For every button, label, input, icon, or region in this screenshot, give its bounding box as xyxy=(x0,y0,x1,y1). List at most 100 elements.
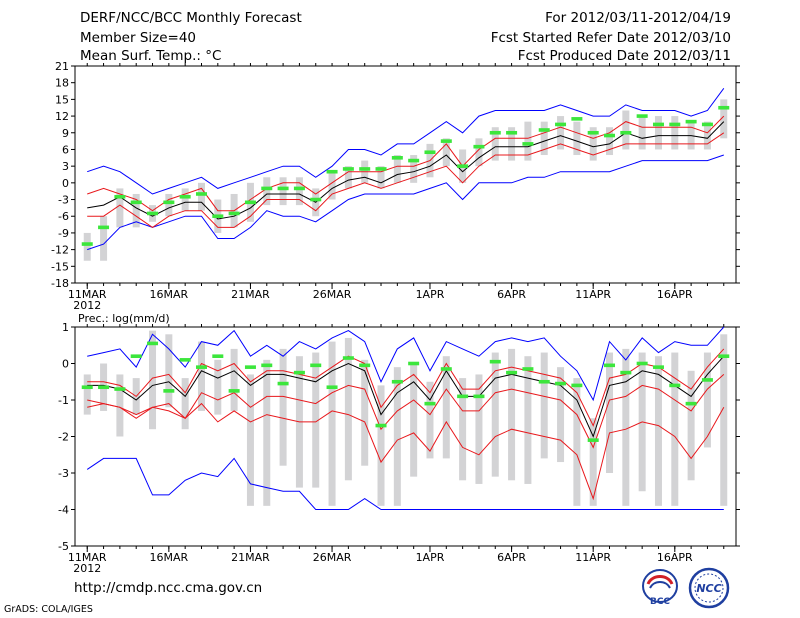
precipitation-panel: -5 -4 -3 -2 -1 0 1 11MAR 16MAR 21MAR 26MAR 1APR 6APR… xyxy=(58,321,740,575)
temp-observed-mark xyxy=(375,167,387,171)
temp-ensemble-box xyxy=(116,188,124,228)
precip-lower-bound-line xyxy=(87,399,725,501)
temp-ensemble-box xyxy=(638,116,646,150)
precip-observed-mark xyxy=(636,361,648,366)
temp-ensemble-mean-line xyxy=(87,121,725,220)
temp-ytick-label: 21 xyxy=(55,60,69,73)
precip-ensemble-box xyxy=(377,385,385,506)
precip-observed-mark xyxy=(620,370,632,375)
precip-ensemble-box xyxy=(83,374,91,415)
precip-ensemble-box xyxy=(426,381,434,459)
temp-xtick-label: 1APR xyxy=(416,288,445,301)
forecast-start-date: Fcst Started Refer Date 2012/03/10 xyxy=(490,30,731,46)
precip-observed-mark xyxy=(130,354,142,358)
ncc-logo: NCC xyxy=(688,567,730,609)
member-size: Member Size=40 xyxy=(80,30,197,46)
temp-ensemble-box xyxy=(703,121,711,150)
precip-observed-mark xyxy=(604,363,616,368)
precip-observed-mark xyxy=(571,383,583,388)
bcc-logo-text: BCC xyxy=(650,597,670,607)
temp-observed-mark xyxy=(604,133,616,138)
temp-xtick-label: 16APR xyxy=(657,288,693,301)
temp-observed-mark xyxy=(571,117,583,121)
precip-ensemble-box xyxy=(328,341,336,506)
temp-observed-mark xyxy=(81,242,93,246)
precip-ensemble-box xyxy=(573,378,581,506)
temp-observed-mark xyxy=(163,200,175,205)
precip-observed-mark xyxy=(391,379,403,384)
precip-year-label: 2012 xyxy=(73,562,101,575)
precip-ensemble-mean-line xyxy=(87,355,725,438)
precip-ensemble-box xyxy=(442,356,450,459)
precip-ensemble-box xyxy=(165,334,173,408)
temp-observed-mark xyxy=(391,156,403,160)
precip-ensemble-box xyxy=(671,352,679,506)
temp-ensemble-box xyxy=(295,177,303,206)
precip-xtick-label: 1APR xyxy=(416,551,445,564)
temp-observed-mark xyxy=(147,211,159,216)
precip-ensemble-box xyxy=(197,341,205,411)
precip-observed-mark xyxy=(310,363,322,368)
temp-observed-mark xyxy=(424,150,436,155)
precip-panel-title: Prec.: log(mm/d) xyxy=(78,312,170,325)
precip-observed-mark xyxy=(718,354,730,358)
temp-ytick-label: -18 xyxy=(51,277,69,290)
precip-ensemble-box xyxy=(622,348,630,506)
precip-lower-envelope-line xyxy=(86,457,724,510)
temp-ensemble-box xyxy=(263,177,271,206)
precip-lower-spread-line xyxy=(87,374,725,449)
temp-ensemble-box xyxy=(279,177,287,206)
temp-ensemble-box xyxy=(589,127,597,161)
temp-ytick-label: -15 xyxy=(51,260,69,273)
precip-ensemble-box xyxy=(230,348,238,411)
temp-observed-mark xyxy=(98,225,110,230)
precip-observed-mark xyxy=(261,363,273,368)
temp-ensemble-box xyxy=(671,116,679,150)
temp-observed-mark xyxy=(277,186,289,191)
precip-observed-mark xyxy=(326,385,338,390)
precip-ensemble-box xyxy=(116,374,124,437)
temp-ensemble-box xyxy=(557,116,565,150)
precip-ensemble-box xyxy=(214,359,222,415)
precip-observed-mark xyxy=(212,354,224,358)
temp-ensemble-box xyxy=(410,155,418,183)
precip-ensemble-box xyxy=(589,418,597,506)
temp-lower-spread-line xyxy=(87,132,725,229)
precip-ensemble-box xyxy=(720,334,728,506)
precip-ytick-label: -3 xyxy=(58,467,69,480)
precip-ensemble-box xyxy=(557,367,565,463)
precip-ensemble-box xyxy=(263,359,271,506)
temp-xtick-label: 6APR xyxy=(497,288,526,301)
precip-observed-mark xyxy=(701,378,713,382)
precip-ensemble-box xyxy=(410,363,418,477)
precip-ensemble-box xyxy=(459,378,467,481)
precip-ensemble-box xyxy=(279,348,287,466)
precip-upper-envelope-line xyxy=(87,326,725,402)
temp-ensemble-box xyxy=(720,99,728,139)
temp-observed-mark xyxy=(342,167,354,171)
precip-ensemble-box xyxy=(312,352,320,488)
precip-ensemble-box xyxy=(524,356,532,484)
temp-xtick-label: 21MAR xyxy=(231,288,270,301)
precip-ensemble-box xyxy=(606,352,614,473)
temp-xtick-label: 11APR xyxy=(575,288,611,301)
temp-observed-mark xyxy=(293,186,305,191)
temp-lower-envelope-line xyxy=(87,154,724,251)
temperature-panel: -18 -15 -12 -9 -6 -3 0 3 6 9 12 15 18 21 11MAR 16MAR 21M… xyxy=(51,60,740,312)
temp-observed-mark xyxy=(620,130,632,135)
precip-ytick-label: -4 xyxy=(58,504,69,517)
precip-observed-mark xyxy=(440,367,452,371)
temp-xtick-label: 16MAR xyxy=(150,288,189,301)
temp-observed-mark xyxy=(408,158,420,163)
footer-url[interactable]: http://cmdp.ncc.cma.gov.cn xyxy=(74,580,263,596)
precip-xtick-label: 16MAR xyxy=(150,551,189,564)
temp-observed-mark xyxy=(130,200,142,205)
precip-observed-mark xyxy=(277,381,289,386)
temp-observed-mark xyxy=(587,130,599,135)
temp-xtick-label: 26MAR xyxy=(313,288,352,301)
precip-ensemble-box xyxy=(540,352,548,459)
temp-ensemble-box xyxy=(475,138,483,167)
precip-observed-mark xyxy=(506,370,518,375)
temp-year-label: 2012 xyxy=(73,299,101,312)
precip-observed-mark xyxy=(538,379,550,384)
